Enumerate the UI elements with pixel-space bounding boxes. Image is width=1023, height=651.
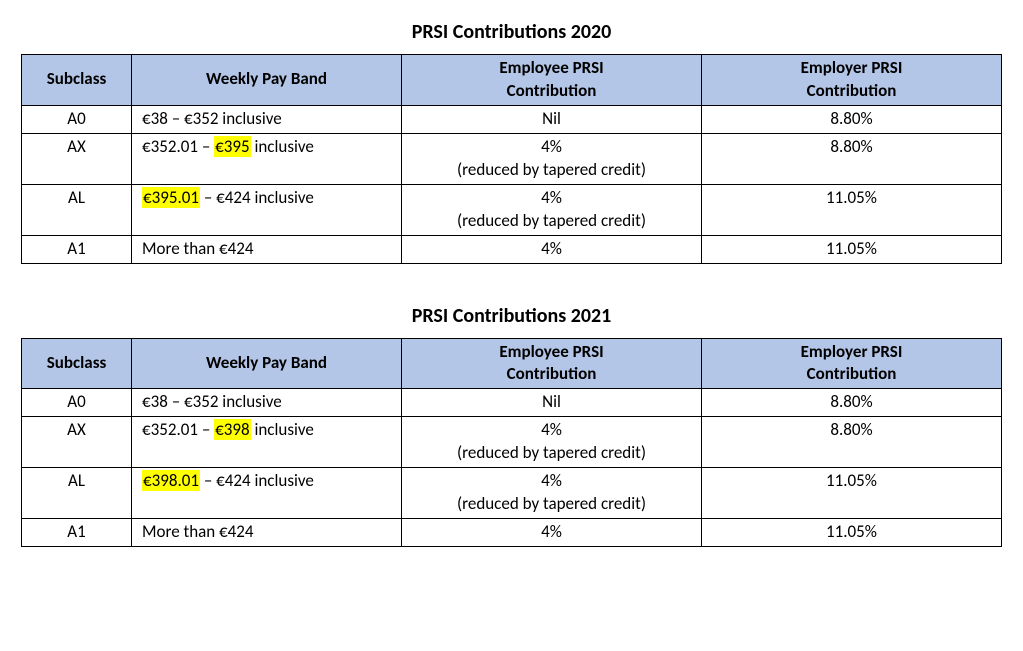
band-highlight: €398 bbox=[214, 419, 250, 440]
band-post: – €424 inclusive bbox=[200, 187, 314, 208]
cell-employer-contrib: 8.80% bbox=[702, 133, 1002, 184]
col-employer-prsi-l1: Employer PRSI bbox=[710, 57, 993, 80]
table-row: A0 €38 – €352 inclusive Nil 8.80% bbox=[22, 105, 1002, 133]
cell-subclass: A1 bbox=[22, 235, 132, 263]
cell-employee-contrib: Nil bbox=[402, 389, 702, 417]
cell-pay-band: €395.01 – €424 inclusive bbox=[132, 184, 402, 235]
col-weekly-pay-band: Weekly Pay Band bbox=[132, 55, 402, 106]
cell-employer-contrib: 11.05% bbox=[702, 468, 1002, 519]
table-title-2021: PRSI Contributions 2021 bbox=[20, 304, 1003, 328]
cell-employer-contrib: 11.05% bbox=[702, 519, 1002, 547]
prsi-table-2021: Subclass Weekly Pay Band Employee PRSI C… bbox=[21, 338, 1002, 548]
table-header-row: Subclass Weekly Pay Band Employee PRSI C… bbox=[22, 338, 1002, 389]
cell-employee-contrib: 4% bbox=[402, 235, 702, 263]
emp-line1: 4% bbox=[541, 187, 562, 208]
emp-line2: (reduced by tapered credit) bbox=[410, 493, 693, 516]
cell-employer-contrib: 8.80% bbox=[702, 417, 1002, 468]
emp-line1: Nil bbox=[542, 108, 561, 129]
band-highlight: €395.01 bbox=[142, 187, 200, 208]
col-employer-prsi: Employer PRSI Contribution bbox=[702, 55, 1002, 106]
col-employee-prsi-l2: Contribution bbox=[410, 363, 693, 386]
table-row: AX €352.01 – €395 inclusive 4%(reduced b… bbox=[22, 133, 1002, 184]
col-employee-prsi-l1: Employee PRSI bbox=[410, 57, 693, 80]
cell-subclass: AX bbox=[22, 417, 132, 468]
cell-employee-contrib: Nil bbox=[402, 105, 702, 133]
emp-line1: Nil bbox=[542, 391, 561, 412]
cell-subclass: A0 bbox=[22, 105, 132, 133]
band-post: – €424 inclusive bbox=[200, 470, 314, 491]
band-pre: More than €424 bbox=[142, 521, 254, 542]
band-post: inclusive bbox=[251, 419, 314, 440]
cell-employee-contrib: 4%(reduced by tapered credit) bbox=[402, 184, 702, 235]
band-pre: More than €424 bbox=[142, 238, 254, 259]
emp-line1: 4% bbox=[541, 136, 562, 157]
cell-employee-contrib: 4%(reduced by tapered credit) bbox=[402, 417, 702, 468]
emp-line1: 4% bbox=[541, 470, 562, 491]
table-header-row: Subclass Weekly Pay Band Employee PRSI C… bbox=[22, 55, 1002, 106]
table-row: A1 More than €424 4% 11.05% bbox=[22, 519, 1002, 547]
cell-subclass: AX bbox=[22, 133, 132, 184]
col-employer-prsi-l1: Employer PRSI bbox=[710, 341, 993, 364]
cell-pay-band: €38 – €352 inclusive bbox=[132, 389, 402, 417]
cell-pay-band: More than €424 bbox=[132, 235, 402, 263]
table-row: AL €395.01 – €424 inclusive 4%(reduced b… bbox=[22, 184, 1002, 235]
emp-line1: 4% bbox=[541, 238, 562, 259]
cell-pay-band: €352.01 – €398 inclusive bbox=[132, 417, 402, 468]
cell-subclass: AL bbox=[22, 468, 132, 519]
cell-pay-band: €352.01 – €395 inclusive bbox=[132, 133, 402, 184]
table-title-2020: PRSI Contributions 2020 bbox=[20, 20, 1003, 44]
col-employee-prsi-l1: Employee PRSI bbox=[410, 341, 693, 364]
cell-subclass: AL bbox=[22, 184, 132, 235]
emp-line2: (reduced by tapered credit) bbox=[410, 210, 693, 233]
col-subclass: Subclass bbox=[22, 55, 132, 106]
table-row: AL €398.01 – €424 inclusive 4%(reduced b… bbox=[22, 468, 1002, 519]
cell-employer-contrib: 8.80% bbox=[702, 105, 1002, 133]
band-highlight: €395 bbox=[214, 136, 250, 157]
col-employer-prsi: Employer PRSI Contribution bbox=[702, 338, 1002, 389]
col-employer-prsi-l2: Contribution bbox=[710, 363, 993, 386]
emp-line2: (reduced by tapered credit) bbox=[410, 442, 693, 465]
table-row: A0 €38 – €352 inclusive Nil 8.80% bbox=[22, 389, 1002, 417]
cell-pay-band: More than €424 bbox=[132, 519, 402, 547]
cell-employee-contrib: 4%(reduced by tapered credit) bbox=[402, 133, 702, 184]
cell-employee-contrib: 4% bbox=[402, 519, 702, 547]
cell-subclass: A1 bbox=[22, 519, 132, 547]
prsi-table-2020: Subclass Weekly Pay Band Employee PRSI C… bbox=[21, 54, 1002, 264]
table-row: AX €352.01 – €398 inclusive 4%(reduced b… bbox=[22, 417, 1002, 468]
band-pre: €38 – €352 inclusive bbox=[142, 391, 282, 412]
band-highlight: €398.01 bbox=[142, 470, 200, 491]
cell-subclass: A0 bbox=[22, 389, 132, 417]
band-pre: €352.01 – bbox=[142, 136, 214, 157]
col-weekly-pay-band: Weekly Pay Band bbox=[132, 338, 402, 389]
band-pre: €38 – €352 inclusive bbox=[142, 108, 282, 129]
emp-line2: (reduced by tapered credit) bbox=[410, 159, 693, 182]
emp-line1: 4% bbox=[541, 521, 562, 542]
table-row: A1 More than €424 4% 11.05% bbox=[22, 235, 1002, 263]
col-subclass: Subclass bbox=[22, 338, 132, 389]
col-employee-prsi: Employee PRSI Contribution bbox=[402, 55, 702, 106]
col-employee-prsi: Employee PRSI Contribution bbox=[402, 338, 702, 389]
cell-employee-contrib: 4%(reduced by tapered credit) bbox=[402, 468, 702, 519]
emp-line1: 4% bbox=[541, 419, 562, 440]
col-employer-prsi-l2: Contribution bbox=[710, 80, 993, 103]
cell-employer-contrib: 8.80% bbox=[702, 389, 1002, 417]
cell-pay-band: €38 – €352 inclusive bbox=[132, 105, 402, 133]
band-post: inclusive bbox=[251, 136, 314, 157]
band-pre: €352.01 – bbox=[142, 419, 214, 440]
cell-employer-contrib: 11.05% bbox=[702, 235, 1002, 263]
cell-pay-band: €398.01 – €424 inclusive bbox=[132, 468, 402, 519]
col-employee-prsi-l2: Contribution bbox=[410, 80, 693, 103]
cell-employer-contrib: 11.05% bbox=[702, 184, 1002, 235]
